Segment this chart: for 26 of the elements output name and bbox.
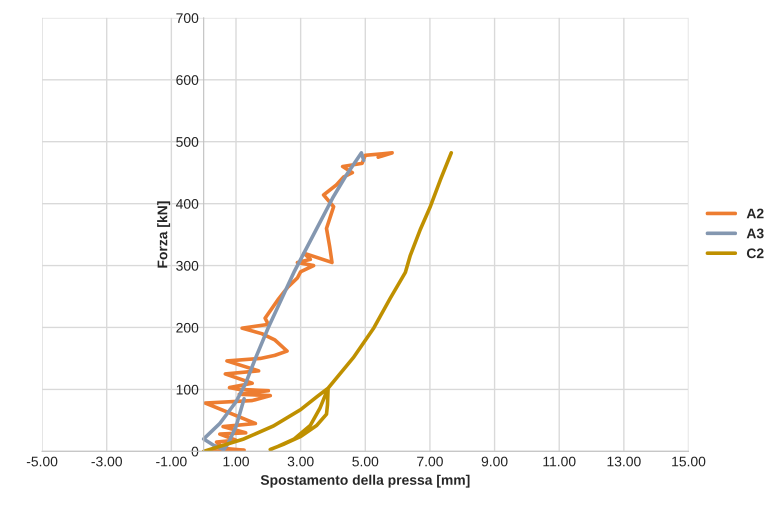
x-tick-label: 9.00 (482, 456, 508, 466)
y-tick-label: 500 (176, 137, 198, 147)
x-tick-label: 15.00 (672, 456, 706, 466)
x-tick-label: -1.00 (156, 456, 187, 466)
y-tick-label: 400 (176, 198, 198, 209)
legend-label: A2 (746, 208, 764, 218)
y-tick-label: 600 (176, 75, 198, 85)
legend-label: A3 (746, 228, 764, 238)
legend-label: C2 (746, 248, 764, 258)
y-tick-label: 700 (176, 13, 198, 24)
x-tick-label: -5.00 (26, 456, 58, 466)
x-tick-label: 13.00 (608, 456, 641, 466)
x-tick-label: 5.00 (352, 456, 378, 466)
line-series (202, 151, 454, 452)
y-tick-label: 100 (176, 384, 198, 395)
x-tick-label: 11.00 (543, 456, 576, 466)
y-tick-label: 0 (192, 446, 198, 457)
line-series (202, 151, 366, 452)
y-axis-title: Forza [kN] (157, 201, 170, 268)
y-tick-label: 200 (176, 322, 198, 333)
x-axis-title: Spostamento della pressa [mm] (260, 474, 470, 488)
x-tick-label: 7.00 (417, 456, 443, 466)
x-tick-label: 1.00 (224, 456, 249, 466)
x-tick-label: 3.00 (288, 456, 314, 466)
x-tick-label: -3.00 (92, 456, 122, 466)
y-tick-label: 300 (176, 260, 198, 271)
